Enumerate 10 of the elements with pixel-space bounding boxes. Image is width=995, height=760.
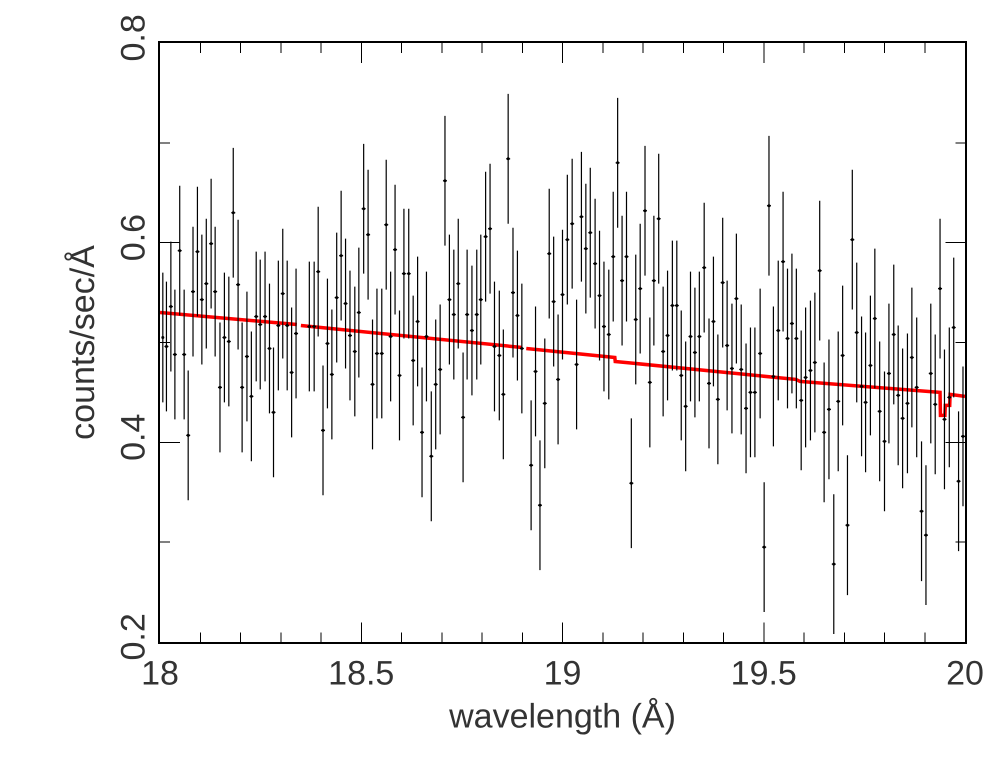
y-tick-label: 0.4: [114, 414, 153, 461]
y-axis-title: counts/sec/Å: [64, 244, 102, 440]
x-axis-title: wavelength (Å): [448, 697, 676, 736]
y-tick-label: 0.6: [114, 214, 153, 262]
x-tick-label: 19: [544, 654, 582, 693]
y-tick-label: 0.2: [114, 613, 153, 661]
x-tick-label: 20: [946, 654, 984, 693]
x-tick-label: 19.5: [730, 654, 797, 693]
x-tick-label: 18.5: [328, 654, 394, 693]
y-tick-label: 0.8: [114, 14, 153, 62]
